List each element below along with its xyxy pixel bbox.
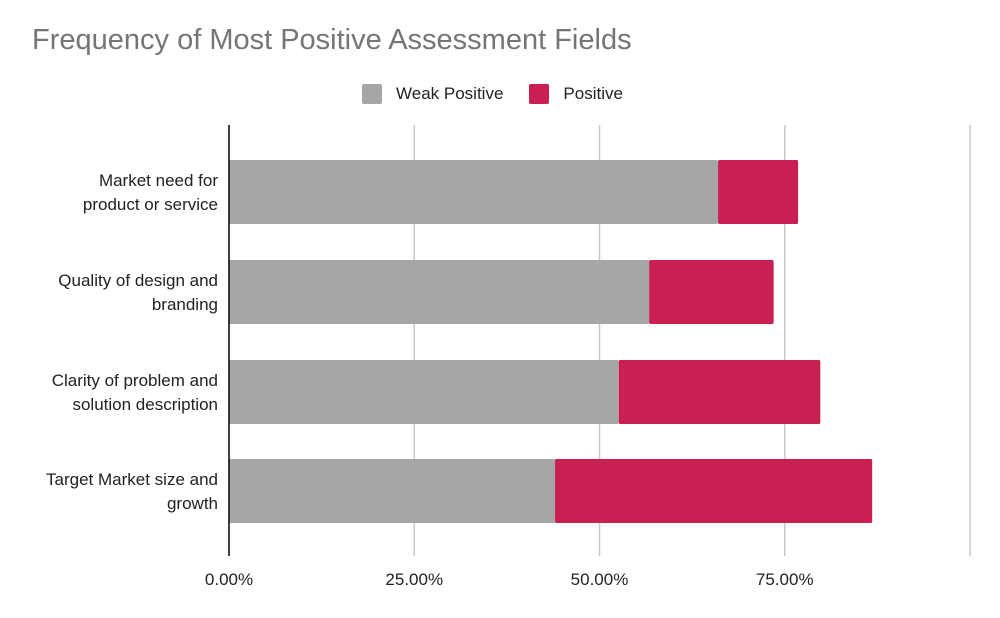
bar-segment [229, 459, 556, 523]
bar-segment [618, 360, 821, 424]
category-label: Quality of design and branding [58, 271, 218, 314]
chart-title: Frequency of Most Positive Assessment Fi… [32, 24, 632, 56]
bar-segment [718, 160, 799, 224]
legend-label-weak-positive: Weak Positive [396, 84, 504, 103]
x-tick-label: 75.00% [756, 570, 814, 589]
x-tick-label: 0.00% [205, 570, 253, 589]
legend-label-positive: Positive [563, 84, 623, 103]
legend-swatch-weak-positive [362, 84, 382, 104]
category-label: Target Market size and growth [46, 470, 218, 513]
category-label: Clarity of problem and solution descripti… [52, 371, 218, 414]
bar-segment [649, 260, 774, 324]
legend-swatch-positive [529, 84, 550, 104]
bar-segment [229, 160, 719, 224]
x-tick-label: 50.00% [571, 570, 629, 589]
bar-segment [229, 260, 650, 324]
legend-item-positive: Positive [529, 84, 623, 104]
legend: Weak Positive Positive [362, 82, 649, 106]
category-label: Market need for product or service [83, 171, 218, 214]
bar-segment [229, 360, 619, 424]
legend-item-weak-positive: Weak Positive [362, 84, 503, 104]
bar-segment [555, 459, 873, 523]
x-tick-label: 25.00% [385, 570, 443, 589]
